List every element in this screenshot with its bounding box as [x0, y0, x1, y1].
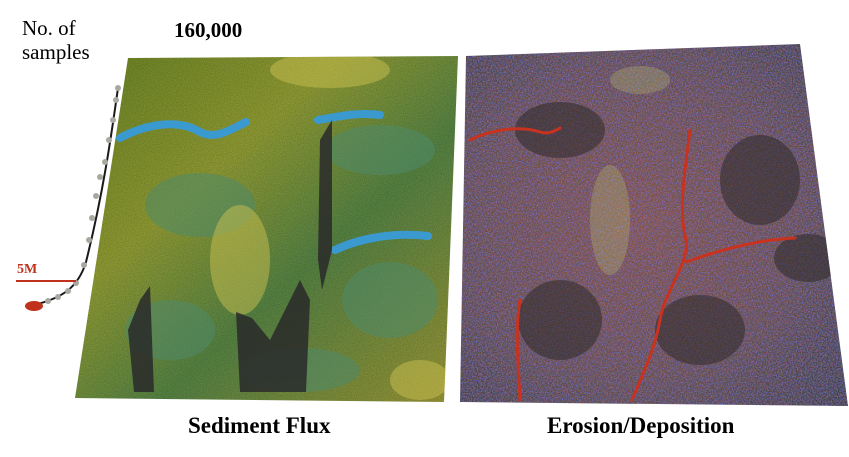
flux-channels — [116, 109, 432, 254]
marker-label: 5M — [17, 262, 38, 277]
erosion-deposition-panel — [460, 44, 848, 406]
samples-curve — [16, 85, 121, 311]
marker-blob — [25, 301, 43, 311]
erosion-channels — [468, 126, 797, 402]
samples-label-line2: samples — [22, 40, 90, 64]
samples-axis-label: No. of samples — [22, 16, 90, 64]
flux-peaks — [128, 120, 332, 392]
sediment-flux-caption: Sediment Flux — [188, 413, 331, 438]
sample-count-value: 160,000 — [174, 18, 243, 42]
samples-label-line1: No. of — [22, 16, 76, 40]
erosion-deposition-caption: Erosion/Deposition — [547, 413, 735, 438]
sediment-flux-panel — [75, 56, 458, 402]
